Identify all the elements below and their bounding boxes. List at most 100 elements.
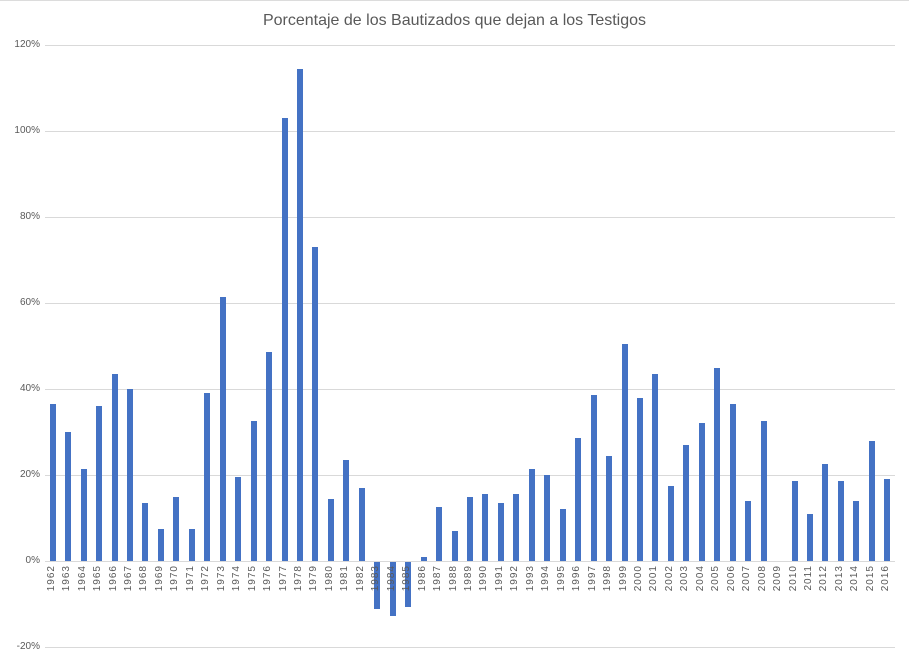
bar-2005	[714, 367, 721, 561]
bar-1995	[559, 509, 566, 561]
x-axis-label-1981: 1981	[339, 565, 351, 592]
x-axis-label-1979: 1979	[308, 565, 320, 592]
x-axis-label-2013: 2013	[833, 565, 845, 592]
bar-1973	[219, 296, 226, 561]
bar-1964	[80, 468, 87, 561]
x-axis-label-1965: 1965	[92, 565, 104, 592]
bar-2004	[698, 423, 705, 561]
bar-2010	[791, 481, 798, 561]
x-axis-label-2005: 2005	[710, 565, 722, 592]
x-axis-label-2002: 2002	[663, 565, 675, 592]
bar-1992	[513, 494, 520, 561]
bar-1966	[111, 373, 118, 561]
y-axis-tick-label: 0%	[25, 555, 40, 566]
x-axis-label-1977: 1977	[277, 565, 289, 592]
x-axis-label-1962: 1962	[45, 565, 57, 592]
x-axis-label-2016: 2016	[880, 565, 892, 592]
bar-1968	[142, 502, 149, 561]
x-axis-label-2008: 2008	[756, 565, 768, 592]
x-axis-label-2007: 2007	[741, 565, 753, 592]
x-axis-label-1985: 1985	[401, 565, 413, 592]
x-axis-label-2015: 2015	[864, 565, 876, 592]
x-axis-label-1987: 1987	[432, 565, 444, 592]
x-axis-label-1983: 1983	[370, 565, 382, 592]
bar-1977	[281, 118, 288, 561]
y-axis-tick-label: 60%	[19, 297, 40, 308]
bar-2002	[667, 485, 674, 561]
x-axis-label-1993: 1993	[524, 565, 536, 592]
bar-2014	[853, 500, 860, 561]
bar-1974	[235, 477, 242, 561]
x-axis-label-1978: 1978	[293, 565, 304, 592]
x-axis-label-1971: 1971	[184, 565, 196, 592]
bar-1989	[467, 496, 473, 561]
gridline-120%	[45, 45, 895, 46]
x-axis-label-1990: 1990	[478, 565, 490, 592]
gridline--20%	[45, 647, 895, 648]
bar-2016	[884, 479, 891, 561]
bar-1983	[374, 562, 381, 610]
x-axis-label-1966: 1966	[107, 565, 119, 592]
bar-2007	[745, 500, 752, 561]
bar-1979	[312, 247, 319, 561]
x-axis-label-2010: 2010	[787, 565, 799, 592]
x-axis-label-1964: 1964	[76, 565, 88, 592]
x-axis-label-2009: 2009	[772, 565, 784, 592]
bar-2008	[760, 421, 767, 561]
y-axis-tick-label: -20%	[16, 641, 40, 652]
bar-2000	[637, 397, 643, 561]
bar-1967	[127, 389, 133, 561]
gridline-20%	[45, 475, 895, 476]
x-axis-label-2014: 2014	[849, 565, 861, 592]
x-axis-label-1973: 1973	[215, 565, 227, 592]
x-axis-label-1963: 1963	[61, 565, 73, 592]
x-axis-label-1992: 1992	[509, 565, 521, 592]
bar-1982	[358, 487, 365, 561]
bar-1993	[528, 468, 535, 561]
y-axis-tick-label: 40%	[19, 383, 40, 394]
bar-2003	[683, 444, 690, 561]
bar-1999	[621, 343, 628, 561]
bar-2011	[807, 513, 813, 561]
x-axis-label-2006: 2006	[725, 565, 737, 592]
bar-1997	[590, 395, 597, 561]
bar-2006	[729, 404, 736, 561]
bar-1998	[606, 455, 613, 561]
bar-1975	[250, 421, 257, 561]
x-axis-label-1995: 1995	[555, 565, 567, 592]
x-axis-label-1994: 1994	[540, 565, 552, 592]
x-axis-label-2000: 2000	[633, 565, 644, 592]
x-axis-label-1972: 1972	[200, 565, 212, 592]
gridline-40%	[45, 389, 895, 390]
bar-2013	[837, 481, 844, 561]
bar-1990	[482, 494, 489, 561]
x-axis-label-1976: 1976	[262, 565, 274, 592]
bar-1981	[343, 459, 350, 561]
x-axis-label-1970: 1970	[169, 565, 181, 592]
gridline-0%	[45, 561, 895, 562]
bar-1971	[188, 528, 195, 561]
y-axis-tick-label: 80%	[19, 211, 40, 222]
x-axis-label-1974: 1974	[231, 565, 243, 592]
y-axis-tick-label: 20%	[19, 469, 40, 480]
bar-1986	[420, 556, 427, 561]
bar-1988	[451, 530, 458, 561]
bar-2012	[822, 464, 829, 561]
x-axis-label-1984: 1984	[385, 565, 397, 592]
x-axis-label-1999: 1999	[617, 565, 629, 592]
bar-1991	[497, 502, 504, 561]
x-axis-label-1986: 1986	[416, 565, 428, 592]
bar-1965	[96, 406, 103, 561]
x-axis-label-1980: 1980	[323, 565, 335, 592]
x-axis-label-2004: 2004	[694, 565, 706, 592]
x-axis-label-1968: 1968	[138, 565, 150, 592]
y-axis-tick-label: 100%	[14, 125, 40, 136]
x-axis-label-2001: 2001	[648, 565, 660, 592]
bar-1994	[544, 475, 551, 561]
x-axis-label-1989: 1989	[463, 565, 474, 592]
x-axis-label-1967: 1967	[123, 565, 134, 592]
bar-1976	[266, 352, 273, 561]
bar-1980	[327, 498, 334, 561]
bar-1978	[297, 68, 303, 561]
bar-1969	[157, 528, 164, 561]
